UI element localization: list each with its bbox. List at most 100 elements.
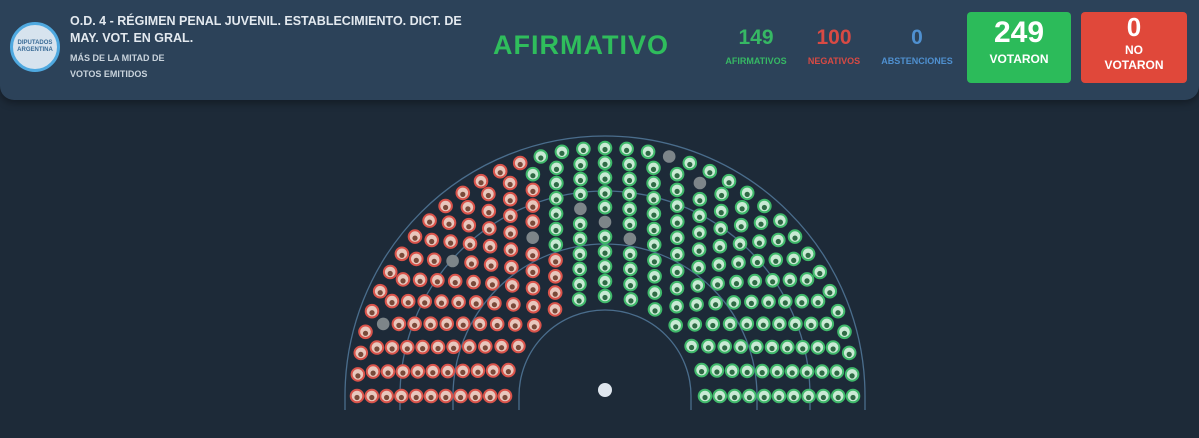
- deputy-photo-icon: [627, 252, 633, 258]
- deputy-photo-icon: [717, 245, 723, 251]
- deputy-photo-icon: [674, 204, 680, 210]
- seat-empty[interactable]: [574, 202, 587, 216]
- seat-empty[interactable]: [662, 150, 676, 163]
- deputy-photo-icon: [460, 369, 466, 375]
- majority-line-2: VOTOS EMITIDOS: [70, 69, 148, 79]
- deputy-photo-icon: [577, 252, 583, 258]
- deputy-photo-icon: [744, 322, 750, 328]
- deputy-photo-icon: [578, 163, 584, 169]
- deputy-photo-icon: [696, 231, 703, 237]
- majority-line-1: MÁS DE LA MITAD DE: [70, 53, 165, 63]
- president-seat[interactable]: [598, 383, 612, 397]
- deputy-photo-icon: [674, 253, 680, 259]
- deputy-photo-icon: [627, 283, 634, 289]
- deputy-photo-icon: [835, 394, 841, 401]
- deputy-photo-icon: [761, 394, 767, 401]
- deputy-photo-icon: [553, 182, 560, 188]
- deputy-photo-icon: [428, 322, 434, 328]
- deputy-photo-icon: [538, 155, 544, 161]
- deputy-photo-icon: [738, 224, 744, 230]
- deputy-photo-icon: [396, 322, 402, 328]
- seat-empty[interactable]: [623, 232, 637, 246]
- seat-empty[interactable]: [376, 317, 390, 331]
- deputy-photo-icon: [448, 240, 454, 246]
- deputy-photo-icon: [804, 370, 810, 376]
- deputy-photo-icon: [624, 147, 630, 153]
- deputy-photo-icon: [774, 370, 780, 376]
- abstenciones-count: 0: [911, 26, 923, 49]
- deputy-photo-icon: [577, 177, 584, 184]
- deputy-photo-icon: [400, 278, 406, 284]
- deputy-photo-icon: [652, 291, 658, 297]
- hemicycle-divider-arc: [518, 309, 692, 410]
- seat-empty[interactable]: [446, 254, 459, 268]
- deputy-photo-icon: [791, 257, 797, 263]
- deputy-photo-icon: [765, 300, 772, 306]
- deputy-photo-icon: [710, 322, 716, 329]
- deputy-photo-icon: [577, 222, 583, 228]
- deputy-photo-icon: [718, 227, 724, 233]
- deputy-photo-icon: [482, 345, 488, 351]
- deputy-photo-icon: [673, 324, 679, 330]
- deputy-photo-icon: [559, 150, 565, 156]
- seat-empty[interactable]: [598, 215, 612, 229]
- deputy-photo-icon: [808, 322, 814, 328]
- deputy-photo-icon: [576, 298, 582, 304]
- deputy-photo-icon: [727, 322, 733, 328]
- deputy-photo-icon: [715, 282, 721, 288]
- deputy-photo-icon: [602, 280, 608, 286]
- deputy-photo-icon: [509, 284, 515, 290]
- deputy-photo-icon: [651, 212, 657, 218]
- deputy-photo-icon: [717, 394, 723, 401]
- deputy-photo-icon: [707, 170, 713, 176]
- deputy-photo-icon: [815, 346, 821, 352]
- deputy-photo-icon: [652, 308, 658, 314]
- deputy-photo-icon: [627, 207, 633, 213]
- negativos-count: 100: [816, 26, 852, 49]
- deputy-photo-icon: [674, 220, 680, 226]
- deputy-photo-icon: [460, 322, 466, 328]
- deputy-photo-icon: [369, 310, 375, 316]
- logo-text: DIPUTADOS ARGENTINA: [17, 40, 53, 53]
- vote-title: O.D. 4 - RÉGIMEN PENAL JUVENIL. ESTABLEC…: [70, 14, 462, 45]
- deputy-photo-icon: [472, 394, 478, 401]
- deputy-photo-icon: [776, 322, 783, 328]
- deputy-photo-icon: [362, 330, 369, 336]
- deputy-photo-icon: [417, 278, 423, 284]
- deputy-photo-icon: [731, 301, 737, 307]
- deputy-photo-icon: [787, 278, 793, 284]
- deputy-photo-icon: [399, 252, 405, 258]
- deputy-photo-icon: [412, 235, 418, 241]
- deputy-photo-icon: [849, 373, 855, 379]
- hemicycle-divider-arc: [344, 135, 866, 410]
- deputy-photo-icon: [602, 146, 608, 153]
- deputy-photo-icon: [456, 300, 462, 306]
- deputy-photo-icon: [531, 324, 537, 330]
- deputy-photo-icon: [477, 322, 483, 328]
- votaron-box: 249 VOTARON: [967, 12, 1071, 83]
- deputy-photo-icon: [430, 370, 436, 376]
- deputy-photo-icon: [687, 161, 693, 168]
- deputy-photo-icon: [530, 220, 536, 226]
- deputy-photo-icon: [748, 300, 755, 306]
- deputy-photo-icon: [602, 176, 608, 182]
- seat-empty[interactable]: [693, 176, 707, 190]
- deputy-photo-icon: [651, 243, 657, 249]
- deputy-photo-icon: [374, 346, 380, 352]
- deputy-photo-icon: [651, 182, 657, 188]
- deputy-photo-icon: [702, 394, 708, 401]
- deputy-photo-icon: [738, 345, 744, 351]
- deputy-photo-icon: [602, 265, 608, 271]
- deputy-photo-icon: [475, 369, 481, 375]
- deputy-photo-icon: [627, 222, 633, 228]
- deputy-photo-icon: [576, 283, 583, 289]
- deputy-photo-icon: [782, 300, 788, 306]
- deputy-photo-icon: [754, 259, 761, 266]
- deputy-photo-icon: [465, 206, 471, 212]
- deputy-photo-icon: [384, 394, 390, 401]
- deputy-photo-icon: [530, 287, 536, 293]
- deputy-photo-icon: [746, 394, 753, 401]
- seat-empty[interactable]: [526, 231, 539, 244]
- deputy-photo-icon: [697, 198, 703, 204]
- deputy-photo-icon: [850, 394, 856, 401]
